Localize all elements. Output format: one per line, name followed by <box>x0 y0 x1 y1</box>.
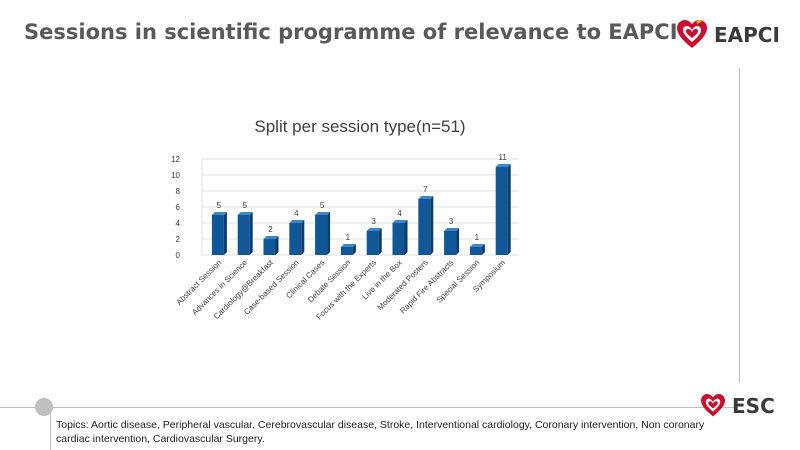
data-label: 4 <box>397 209 402 218</box>
divider-horizontal <box>0 407 735 408</box>
bar <box>340 244 356 255</box>
bar <box>315 212 331 255</box>
y-tick-label: 4 <box>176 219 181 228</box>
bar <box>418 196 434 255</box>
data-label: 5 <box>217 201 222 210</box>
eapci-logo: EAPCI <box>676 20 780 50</box>
heart-icon <box>701 394 725 417</box>
esc-wordmark: ESC <box>732 394 775 418</box>
slide-title: Sessions in scientific programme of rele… <box>24 20 678 44</box>
divider-footnote <box>50 412 51 450</box>
y-tick-label: 8 <box>176 187 181 196</box>
data-label: 5 <box>320 201 325 210</box>
topics-footnote: Topics: Aortic disease, Peripheral vascu… <box>56 419 705 445</box>
heart-icon <box>677 20 707 48</box>
data-label: 11 <box>499 153 508 162</box>
y-axis: 0 2 4 6 8 10 12 <box>171 155 180 260</box>
data-label: 7 <box>423 185 428 194</box>
gridlines <box>201 158 519 256</box>
bar <box>392 220 408 255</box>
bar <box>237 212 253 255</box>
data-label: 3 <box>449 217 454 226</box>
bar <box>495 164 511 255</box>
data-label: 2 <box>268 225 273 234</box>
y-tick-label: 10 <box>171 171 180 180</box>
data-label: 4 <box>294 209 299 218</box>
data-label: 1 <box>475 233 480 242</box>
bar <box>211 212 227 255</box>
data-label: 5 <box>242 201 247 210</box>
esc-logo: ESC <box>700 394 775 418</box>
bar <box>366 228 382 255</box>
y-tick-label: 12 <box>171 155 180 164</box>
data-label: 3 <box>371 217 376 226</box>
bar <box>289 220 305 255</box>
chart-title: Split per session type(n=51) <box>254 117 466 136</box>
y-tick-label: 6 <box>176 203 181 212</box>
y-tick-label: 0 <box>176 251 181 260</box>
bar <box>263 236 279 255</box>
data-label: 1 <box>346 233 351 242</box>
bar <box>469 244 485 255</box>
decorative-dot <box>35 398 53 416</box>
eapci-wordmark: EAPCI <box>714 23 780 47</box>
x-tick-label: Abstract Session <box>175 258 224 307</box>
divider-vertical <box>739 68 740 383</box>
bar <box>444 228 460 255</box>
y-tick-label: 2 <box>176 235 181 244</box>
bars <box>211 164 511 255</box>
